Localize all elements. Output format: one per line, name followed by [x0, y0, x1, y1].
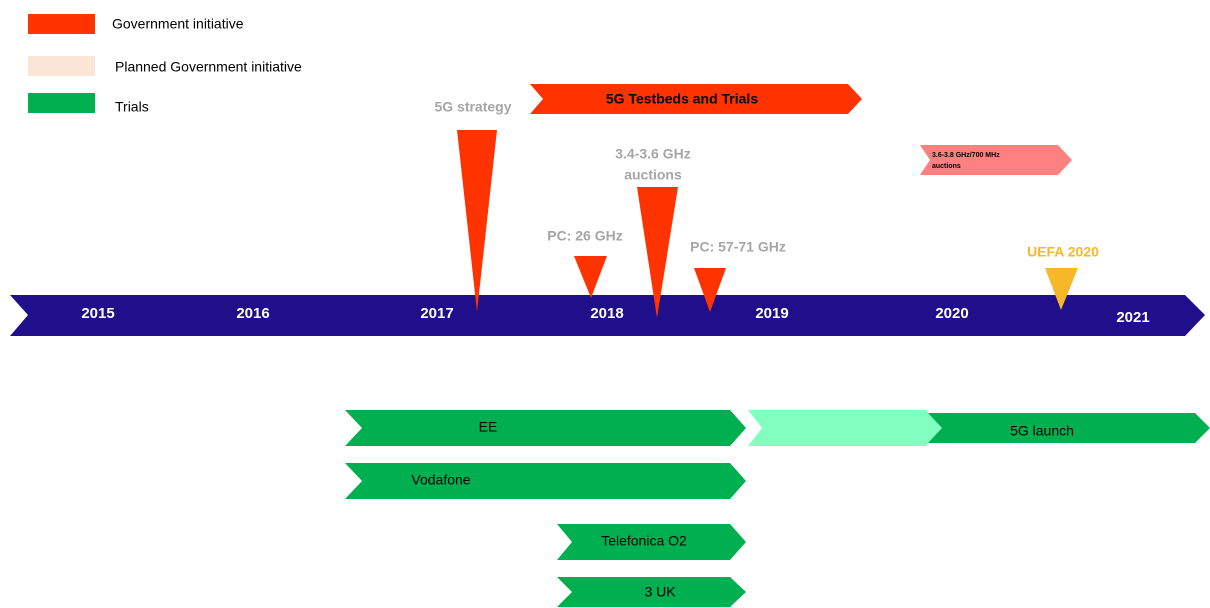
legend-label: Government initiative [112, 16, 244, 32]
event-marker [574, 256, 607, 298]
event-label: PC: 26 GHz [547, 228, 622, 244]
year-label: 2018 [590, 305, 623, 322]
event-label: 5G Testbeds and Trials [606, 91, 758, 107]
event-marker [637, 187, 678, 318]
event-label: auctions [932, 163, 961, 170]
event-marker [457, 130, 497, 312]
trial-label: Telefonica O2 [601, 533, 687, 549]
year-label: 2020 [935, 305, 968, 322]
event-label: 3.4-3.6 GHz [615, 146, 690, 162]
event-marker [694, 268, 726, 312]
legend-swatch [28, 93, 95, 113]
event-label: 3.6-3.8 GHz/700 MHz [932, 152, 1000, 159]
event-marker [1045, 268, 1078, 310]
legend-swatch [28, 14, 95, 34]
legend-label: Planned Government initiative [115, 59, 302, 75]
trial-bar [557, 524, 746, 560]
event-label: 5G strategy [434, 99, 511, 115]
year-label: 2021 [1116, 309, 1149, 326]
event-label: UEFA 2020 [1027, 244, 1099, 260]
trial-label: 3 UK [644, 584, 676, 600]
event-label: auctions [624, 167, 682, 183]
legend-label: Trials [115, 99, 149, 115]
trial-label: 5G launch [1010, 423, 1074, 439]
year-label: 2017 [420, 305, 453, 322]
testbeds-arrow [530, 84, 862, 114]
year-label: 2015 [81, 305, 114, 322]
trial-bar [345, 410, 746, 446]
year-label: 2016 [236, 305, 269, 322]
timeline-arrow [10, 295, 1205, 336]
trial-label: Vodafone [411, 472, 470, 488]
trial-bar [557, 577, 746, 607]
year-label: 2019 [755, 305, 788, 322]
trial-bar [928, 413, 1210, 443]
trial-bar [345, 463, 746, 499]
trial-bar [748, 410, 942, 446]
trial-label: EE [479, 419, 498, 435]
legend-swatch [28, 56, 95, 76]
planned-arrow [920, 145, 1072, 175]
event-label: PC: 57-71 GHz [690, 239, 786, 255]
